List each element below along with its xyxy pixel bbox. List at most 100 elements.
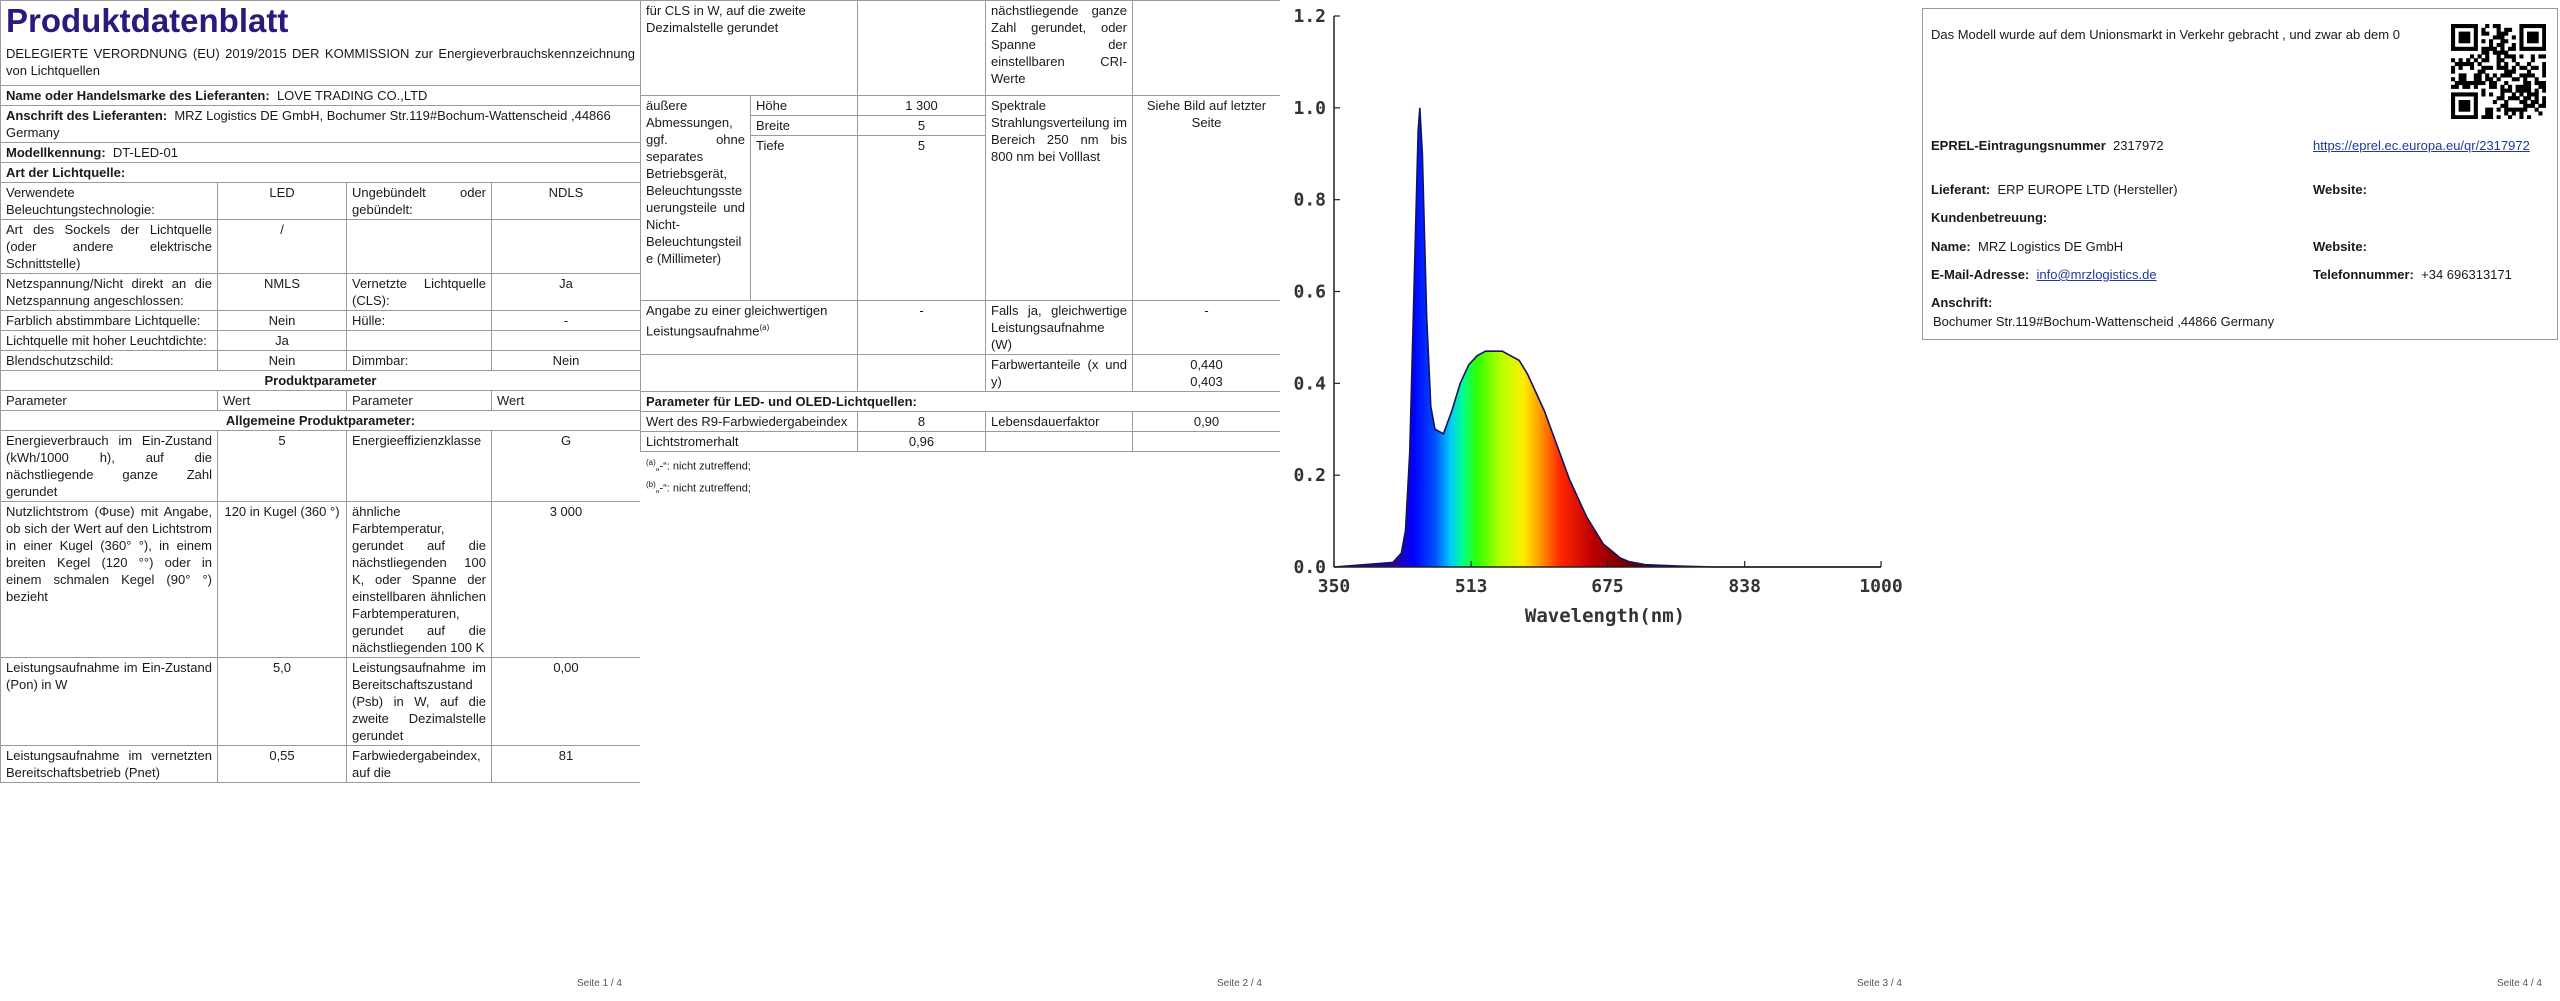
datasheet-table: für CLS in W, auf die zweite Dezimalstel…	[640, 0, 1280, 452]
qr-module	[2466, 81, 2471, 86]
qr-module	[2462, 39, 2467, 44]
cell-label: Lichtquelle mit hoher Leuchtdichte:	[0, 330, 218, 351]
field-label: Modellkennung:	[6, 145, 106, 160]
qr-module	[2511, 65, 2516, 70]
qr-module	[2466, 92, 2471, 97]
field-label: Website:	[2313, 239, 2367, 254]
qr-module	[2496, 58, 2501, 63]
cell-value: Ja	[217, 330, 347, 351]
cell-value: -	[857, 300, 986, 355]
qr-module	[2519, 84, 2524, 89]
qr-module	[2462, 46, 2467, 51]
eprel-link-wrap: https://eprel.ec.europa.eu/qr/2317972	[2313, 137, 2543, 154]
qr-module	[2489, 46, 2494, 51]
qr-module	[2530, 35, 2535, 40]
qr-module	[2492, 24, 2497, 29]
qr-module	[2451, 77, 2456, 82]
section-heading: Art der Lichtquelle:	[0, 162, 640, 183]
field: Anschrift des Lieferanten: MRZ Logistics…	[0, 105, 640, 143]
cell-sublabel: Tiefe	[750, 135, 858, 301]
field: Website:	[2313, 181, 2367, 198]
table-row: Blendschutzschild: Nein Dimmbar: Nein	[0, 350, 640, 371]
qr-module	[2473, 77, 2478, 82]
qr-module	[2542, 73, 2546, 78]
qr-module	[2496, 107, 2501, 112]
cell-label	[346, 330, 492, 351]
qr-module	[2492, 81, 2497, 86]
qr-module	[2504, 62, 2509, 67]
qr-module	[2470, 65, 2475, 70]
qr-module	[2458, 115, 2463, 119]
footnote-text: „-“: nicht zutreffend;	[655, 482, 751, 495]
cell-value: Nein	[491, 350, 640, 371]
qr-module	[2451, 46, 2456, 51]
qr-module	[2496, 115, 2501, 119]
qr-module	[2511, 92, 2516, 97]
light-source-rows: Verwendete Beleuchtungstechnologie: LED Un…	[0, 182, 640, 371]
qr-module	[2515, 107, 2520, 112]
qr-module	[2519, 35, 2524, 40]
cell-label: Leistungsaufnahme im vernetzten Bereitsc…	[0, 745, 218, 783]
qr-module	[2527, 88, 2532, 93]
email-link[interactable]: info@mrzlogistics.de	[2036, 267, 2157, 282]
qr-module	[2466, 100, 2471, 105]
table-row: Farblich abstimmbare Lichtquelle: Nein Hül…	[0, 310, 640, 331]
qr-module	[2462, 100, 2467, 105]
qr-module	[2485, 77, 2490, 82]
qr-module	[2542, 24, 2546, 29]
cell-label: Farblich abstimmbare Lichtquelle:	[0, 310, 218, 331]
qr-module	[2527, 62, 2532, 67]
qr-module	[2470, 81, 2475, 86]
page-footer: Seite 2 / 4	[1216, 978, 1262, 989]
qr-module	[2496, 54, 2501, 59]
qr-module	[2519, 54, 2524, 59]
qr-module	[2451, 111, 2456, 116]
field-label: Website:	[2313, 182, 2367, 197]
qr-module	[2508, 96, 2513, 101]
qr-module	[2523, 88, 2528, 93]
qr-module	[2527, 115, 2532, 119]
eprel-link[interactable]: https://eprel.ec.europa.eu/qr/2317972	[2313, 138, 2530, 153]
qr-module	[2458, 31, 2463, 36]
table-row: Leistungsaufnahme im vernetzten Bereitsc…	[0, 745, 640, 783]
qr-module	[2492, 84, 2497, 89]
section-heading: Anschrift:	[1931, 294, 1992, 311]
field-label: Telefonnummer:	[2313, 267, 2414, 282]
qr-module	[2466, 84, 2471, 89]
qr-module	[2485, 73, 2490, 78]
qr-module	[2462, 92, 2467, 97]
column-header: Wert	[491, 390, 640, 411]
qr-module	[2534, 88, 2539, 93]
qr-module	[2473, 111, 2478, 116]
cell-label: Art des Sockels der Lichtquelle (oder an…	[0, 219, 218, 274]
cell-empty	[1132, 0, 1280, 96]
qr-module	[2451, 31, 2456, 36]
field-label: Anschrift des Lieferanten:	[6, 108, 168, 123]
qr-module	[2530, 100, 2535, 105]
field-value: LOVE TRADING CO.,LTD	[276, 88, 428, 103]
page-2: für CLS in W, auf die zweite Dezimalstel…	[640, 0, 1280, 1001]
field: Website:	[2313, 238, 2367, 255]
qr-module	[2485, 111, 2490, 116]
qr-module	[2515, 77, 2520, 82]
section-heading: Kundenbetreuung:	[1931, 209, 2047, 226]
cell-value: 0,96	[857, 431, 986, 452]
qr-module	[2542, 31, 2546, 36]
chromaticity-y: 0,403	[1190, 374, 1223, 389]
cell-value: -	[1132, 300, 1280, 355]
cell-label: Blendschutzschild:	[0, 350, 218, 371]
field-value: Bochumer Str.119#Bochum-Wattenscheid ,44…	[1933, 314, 2275, 329]
x-axis-label: Wavelength(nm)	[1525, 605, 1685, 627]
qr-module	[2538, 24, 2543, 29]
qr-module	[2534, 35, 2539, 40]
page-footer: Seite 4 / 4	[2496, 978, 2542, 989]
qr-module	[2542, 100, 2546, 105]
qr-module	[2504, 107, 2509, 112]
qr-module	[2515, 84, 2520, 89]
qr-module	[2473, 103, 2478, 108]
qr-module	[2519, 65, 2524, 70]
qr-module	[2462, 24, 2467, 29]
footnote-ref: (a)	[759, 323, 770, 332]
cell-label: Farbwiedergabeindex, auf die	[346, 745, 492, 783]
footnote: (b)„-“: nicht zutreffend;	[640, 476, 1280, 498]
